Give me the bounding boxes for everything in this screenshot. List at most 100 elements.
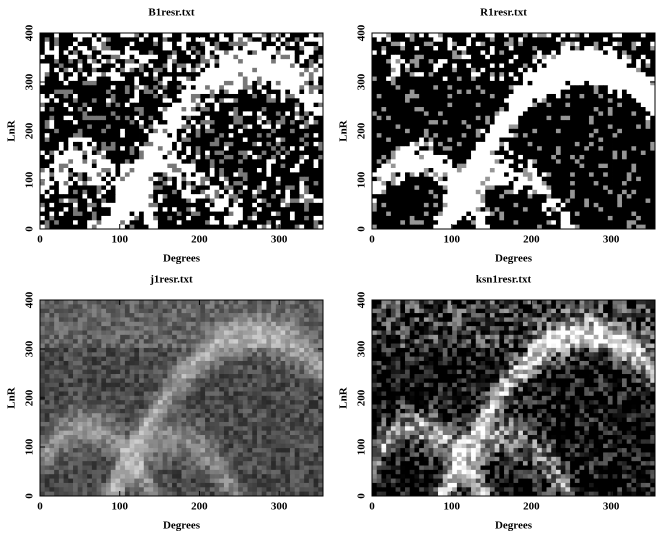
heatmap-cell <box>527 67 533 73</box>
heatmap-cell <box>304 172 310 178</box>
heatmap-cell <box>318 198 324 204</box>
heatmap-cell <box>626 111 632 117</box>
heatmap-cell <box>513 150 519 156</box>
heatmap-cell <box>143 80 149 86</box>
heatmap-cell <box>228 150 234 156</box>
heatmap-cell <box>96 168 102 173</box>
heatmap-cell <box>167 220 173 226</box>
heatmap-cell <box>532 189 538 195</box>
heatmap-cell <box>68 150 74 156</box>
heatmap-cell <box>475 85 481 91</box>
heatmap-cell <box>58 154 64 160</box>
heatmap-cell <box>565 189 571 195</box>
heatmap-cell <box>537 63 543 69</box>
heatmap-cell <box>299 168 305 173</box>
heatmap-cell <box>238 63 244 69</box>
heatmap-cell <box>256 194 263 199</box>
heatmap-cell <box>129 72 135 77</box>
heatmap-cell <box>405 63 411 69</box>
heatmap-cell <box>390 59 396 64</box>
heatmap-cell <box>186 224 192 230</box>
heatmap-cell <box>433 50 439 56</box>
heatmap-cell <box>77 89 83 95</box>
heatmap-cell <box>91 37 97 43</box>
heatmap-cell <box>636 146 642 151</box>
heatmap-cell <box>626 63 632 69</box>
heatmap-cell <box>645 54 651 60</box>
heatmap-cell <box>640 80 646 86</box>
heatmap-cell <box>139 89 145 95</box>
heatmap-cell <box>139 141 145 147</box>
heatmap-cell <box>579 89 585 95</box>
heatmap-cell <box>233 85 239 91</box>
heatmap-cell <box>261 33 267 38</box>
heatmap-cell <box>143 63 149 69</box>
heatmap-cell <box>172 176 178 182</box>
heatmap-cell <box>195 154 201 160</box>
heatmap-cell <box>414 63 420 69</box>
heatmap-cell <box>438 189 444 195</box>
heatmap-cell <box>304 80 310 86</box>
heatmap-cell <box>390 89 396 95</box>
heatmap-cell <box>318 98 324 104</box>
heatmap-cell <box>513 194 519 199</box>
heatmap-cell <box>233 176 239 182</box>
heatmap-cell <box>223 168 230 173</box>
heatmap-cell <box>91 54 97 60</box>
heatmap-cell <box>480 159 486 165</box>
heatmap-cell <box>617 172 623 178</box>
heatmap-cell <box>195 107 201 112</box>
heatmap-cell <box>584 33 590 38</box>
heatmap-cell <box>428 37 434 43</box>
heatmap-cell <box>461 89 467 95</box>
heatmap-cell <box>256 37 263 43</box>
heatmap-cell <box>475 63 481 69</box>
heatmap-cell <box>304 124 310 130</box>
heatmap-cell <box>612 146 618 151</box>
heatmap-cell <box>551 93 557 99</box>
heatmap-cell <box>162 207 168 212</box>
heatmap-cell <box>44 181 50 186</box>
heatmap-cell <box>584 154 590 160</box>
heatmap-cell <box>120 154 126 160</box>
heatmap-cell <box>318 67 324 73</box>
heatmap-cell <box>428 176 434 182</box>
heatmap-cell <box>54 181 60 186</box>
heatmap-cell <box>172 98 178 104</box>
heatmap-cell <box>438 133 444 138</box>
heatmap-cell <box>40 154 46 160</box>
heatmap-cell <box>167 59 173 64</box>
heatmap-cell <box>617 107 623 112</box>
heatmap-cell <box>565 176 571 182</box>
heatmap-cell <box>275 120 281 125</box>
heatmap-cell <box>621 85 628 91</box>
heatmap-cell <box>134 215 140 221</box>
heatmap-cell <box>485 115 491 121</box>
heatmap-cell <box>409 59 415 64</box>
heatmap-cell <box>626 33 632 38</box>
heatmap-cell <box>471 185 477 191</box>
heatmap-cell <box>485 80 491 86</box>
heatmap-cell <box>167 133 173 138</box>
heatmap-cell <box>148 46 154 51</box>
heatmap-cell <box>499 189 505 195</box>
heatmap-cell <box>621 189 628 195</box>
heatmap-cell <box>242 198 248 204</box>
heatmap-cell <box>58 137 64 143</box>
heatmap-cell <box>115 202 121 208</box>
heatmap-cell <box>390 172 396 178</box>
heatmap-cell <box>285 189 291 195</box>
heatmap-cell <box>560 194 566 199</box>
heatmap-cell <box>570 124 576 130</box>
heatmap-cell <box>640 141 646 147</box>
heatmap-cell <box>40 33 46 38</box>
heatmap-cell <box>579 146 585 151</box>
heatmap-cell <box>447 128 453 134</box>
heatmap-cell <box>167 46 173 51</box>
heatmap-cell <box>190 185 197 191</box>
heatmap-cell <box>195 128 201 134</box>
heatmap-cell <box>91 111 97 117</box>
heatmap-cell <box>598 181 604 186</box>
heatmap-cell <box>423 172 429 178</box>
heatmap-cell <box>532 176 538 182</box>
